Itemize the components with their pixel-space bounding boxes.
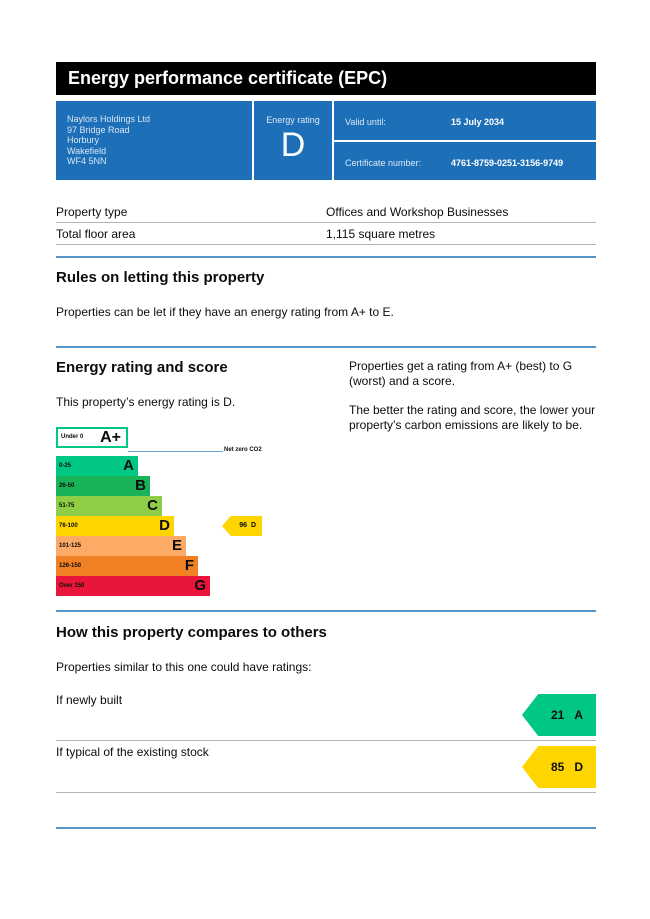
band-letter: C	[147, 497, 158, 514]
band-letter: G	[194, 577, 206, 594]
certificate-label: Certificate number:	[345, 158, 422, 168]
space	[564, 708, 574, 722]
rating-band: Over 150 G	[56, 576, 210, 596]
row-value: Offices and Workshop Businesses	[326, 205, 509, 219]
certificate-number: 4761-8759-0251-3156-9749	[451, 158, 564, 168]
address-line: Horbury	[67, 135, 100, 145]
rating-band: 126-150 F	[56, 556, 198, 576]
net-zero-label: Net zero CO2	[224, 447, 262, 453]
address-line: 97 Bridge Road	[67, 124, 130, 135]
divider	[56, 222, 596, 223]
space	[564, 760, 574, 774]
address-line: Naylors Holdings Ltd	[67, 114, 151, 124]
compare-rating: D	[574, 760, 583, 774]
compare-score: 85	[550, 760, 565, 774]
rating-band: 51-75 C	[56, 496, 162, 516]
band-range: 26-50	[59, 483, 75, 489]
band-range: 76-100	[59, 523, 78, 529]
certificate-panel: Certificate number: 4761-8759-0251-3156-…	[334, 142, 596, 180]
row-value: 1,115 square metres	[326, 227, 436, 241]
net-zero-line	[128, 451, 223, 452]
compare-score: 21	[550, 708, 565, 722]
section-divider	[56, 610, 596, 612]
divider	[56, 244, 596, 245]
band-letter: A	[123, 457, 134, 474]
section-divider	[56, 827, 596, 829]
band-range: 101-125	[59, 543, 82, 549]
rating-label: Energy rating	[266, 115, 320, 125]
row-label: Total floor area	[56, 227, 136, 241]
section-divider	[56, 256, 596, 258]
band-letter: D	[159, 517, 170, 534]
rating-band: 26-50 B	[56, 476, 150, 496]
divider	[56, 792, 596, 793]
compare-label: If newly built	[56, 693, 123, 707]
band-letter: B	[135, 477, 146, 494]
rating-band: 0-25 A	[56, 456, 138, 476]
valid-panel: Valid until: 15 July 2034	[334, 101, 596, 140]
text: Properties can be let if they have an en…	[56, 305, 394, 319]
text: Properties similar to this one could hav…	[56, 660, 312, 674]
compare-arrow: 85 D	[522, 746, 596, 788]
band-range: Under 0	[61, 434, 84, 440]
address: Naylors Holdings Ltd 97 Bridge Road Horb…	[67, 114, 150, 167]
divider	[56, 740, 596, 741]
compare-label: If typical of the existing stock	[56, 745, 209, 759]
band-letter: F	[184, 557, 194, 574]
row-label: Property type	[56, 205, 128, 219]
rating-band: 76-100 D	[56, 516, 174, 536]
current-rating-arrow: 96 D	[222, 516, 262, 536]
title: Energy performance certificate (EPC)	[56, 62, 596, 95]
band-range: 51-75	[59, 503, 75, 509]
band-range: 126-150	[59, 563, 82, 569]
rating-band: Under 0 A+	[56, 427, 128, 448]
compare-rating: A	[574, 708, 583, 722]
band-letter: E	[171, 537, 182, 554]
info: Properties get a rating from A+ (best) t…	[349, 359, 573, 388]
band-range: Over 150	[59, 583, 85, 589]
heading: Rules on letting this property	[56, 269, 265, 286]
current-rating: D	[250, 522, 256, 529]
rating-panel: Energy rating D	[254, 101, 332, 180]
heading: Energy rating and score	[56, 359, 228, 376]
address-line: Wakefield	[67, 145, 107, 156]
band-range: 0-25	[59, 463, 72, 469]
rating: D	[280, 126, 306, 164]
info: The better the rating and score, the low…	[349, 403, 596, 432]
valid-label: Valid until:	[345, 117, 386, 127]
current-score: 96	[239, 522, 248, 529]
section-divider	[56, 346, 596, 348]
rating-band: 101-125 E	[56, 536, 186, 556]
band-letter: A+	[100, 429, 121, 446]
heading: How this property compares to others	[56, 624, 327, 641]
address-panel: Naylors Holdings Ltd 97 Bridge Road Horb…	[56, 101, 252, 180]
valid-until: 15 July 2034	[451, 117, 505, 127]
text: This property’s energy rating is D.	[56, 395, 236, 409]
compare-arrow: 21 A	[522, 694, 596, 736]
address-line: WF4 5NN	[67, 156, 107, 166]
